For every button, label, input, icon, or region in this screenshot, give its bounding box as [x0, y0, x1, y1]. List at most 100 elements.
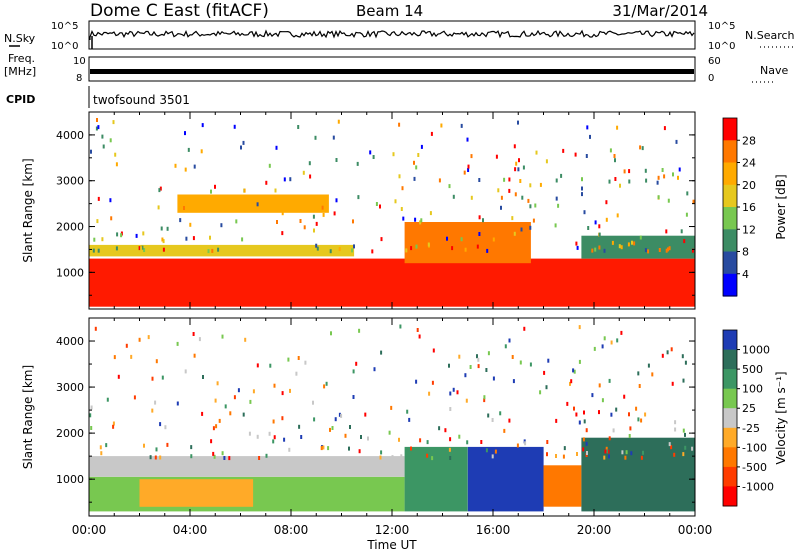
echo — [147, 335, 150, 340]
echo — [578, 325, 581, 330]
echo — [587, 226, 590, 230]
nsearch-tick-bottom: 10^0 — [708, 41, 735, 52]
echo — [683, 239, 686, 244]
echo — [95, 126, 98, 131]
echo — [281, 391, 284, 396]
echo — [143, 248, 146, 252]
echo — [560, 173, 563, 178]
echo — [545, 159, 548, 164]
echo — [578, 359, 581, 364]
echo — [514, 167, 517, 172]
echo — [116, 232, 119, 237]
echo — [566, 401, 569, 406]
echo — [200, 149, 203, 154]
echo — [212, 426, 215, 431]
echo — [525, 242, 528, 247]
data-band-3 — [404, 446, 468, 512]
echo — [101, 134, 104, 139]
echo — [357, 195, 360, 200]
echo — [248, 431, 251, 436]
echo — [608, 436, 611, 441]
echo — [143, 443, 145, 448]
echo — [491, 418, 494, 422]
echo — [585, 428, 588, 433]
echo — [591, 248, 594, 253]
echo — [176, 401, 179, 406]
echo — [692, 199, 695, 204]
echo — [185, 236, 188, 241]
echo — [582, 447, 585, 452]
colorbar-segment — [723, 447, 737, 468]
freq-panel: Freq. [MHz] 10 8 60 0 Nave — [4, 52, 788, 84]
echo — [256, 363, 259, 368]
echo — [101, 237, 104, 242]
echo — [603, 248, 606, 253]
colorbar-label: Power [dB] — [774, 174, 788, 239]
echo — [604, 449, 607, 454]
echo — [166, 226, 169, 231]
echo — [644, 168, 647, 173]
echo — [265, 180, 268, 185]
echo — [243, 188, 246, 193]
echo — [141, 245, 144, 250]
colorbar-segment — [723, 388, 737, 409]
echo — [658, 248, 661, 252]
nsky-tick-bottom: 10^0 — [51, 41, 78, 52]
echo — [394, 199, 397, 204]
echo — [618, 244, 621, 249]
echo — [605, 446, 608, 451]
echo — [115, 246, 118, 251]
echo — [229, 411, 232, 416]
echo — [628, 412, 630, 417]
echo — [644, 248, 647, 253]
echo — [673, 452, 676, 457]
echo — [176, 341, 179, 346]
echo — [97, 196, 100, 201]
echo — [576, 245, 579, 250]
echo — [519, 360, 522, 365]
echo — [174, 163, 177, 168]
echo — [334, 417, 337, 422]
echo — [364, 412, 367, 417]
echo — [358, 328, 361, 333]
y-axis-label: Slant Range [km] — [21, 365, 35, 469]
echo — [300, 435, 303, 439]
echo — [583, 410, 585, 415]
echo — [598, 232, 601, 237]
echo — [405, 248, 408, 253]
echo — [331, 426, 334, 430]
echo — [158, 188, 161, 193]
echo — [189, 222, 192, 227]
echo — [610, 412, 613, 417]
echo — [500, 205, 502, 210]
echo — [466, 440, 469, 445]
colorbar-tick-label: 8 — [742, 246, 749, 259]
echo — [534, 203, 537, 208]
echo — [210, 439, 213, 444]
echo — [402, 216, 405, 221]
echo — [638, 384, 641, 388]
echo — [640, 418, 643, 423]
echo — [149, 455, 152, 460]
echo — [274, 188, 277, 193]
echo — [272, 419, 275, 424]
echo — [352, 369, 355, 374]
echo — [651, 372, 654, 377]
echo — [575, 241, 578, 246]
echo — [330, 331, 332, 336]
echo — [379, 455, 382, 460]
x-tick-label: 12:00 — [375, 523, 410, 537]
echo — [161, 237, 164, 242]
echo — [657, 175, 660, 180]
echo — [120, 233, 123, 238]
echo — [184, 167, 187, 172]
echo — [159, 455, 162, 460]
colorbar-segment — [723, 369, 737, 390]
echo — [159, 422, 162, 427]
echo — [512, 379, 515, 384]
echo — [500, 195, 503, 200]
echo — [427, 242, 430, 247]
echo — [391, 455, 394, 460]
echo — [241, 237, 244, 242]
echo — [97, 125, 100, 130]
